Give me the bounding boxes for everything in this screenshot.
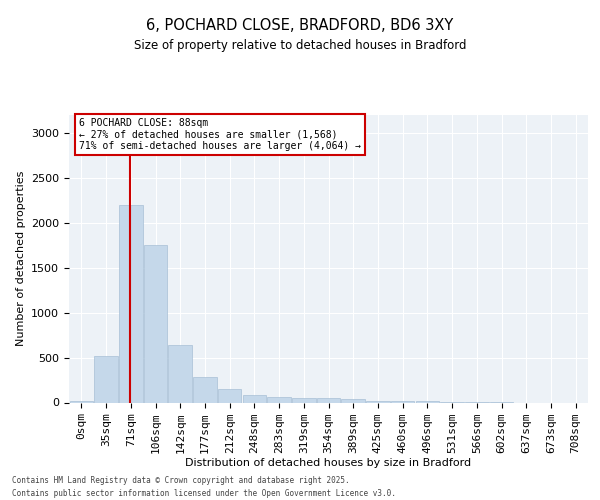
Text: Contains HM Land Registry data © Crown copyright and database right 2025.: Contains HM Land Registry data © Crown c… xyxy=(12,476,350,485)
Text: 6, POCHARD CLOSE, BRADFORD, BD6 3XY: 6, POCHARD CLOSE, BRADFORD, BD6 3XY xyxy=(146,18,454,32)
X-axis label: Distribution of detached houses by size in Bradford: Distribution of detached houses by size … xyxy=(185,458,472,468)
Bar xyxy=(292,398,316,402)
Text: Size of property relative to detached houses in Bradford: Size of property relative to detached ho… xyxy=(134,40,466,52)
Y-axis label: Number of detached properties: Number of detached properties xyxy=(16,171,26,346)
Text: 6 POCHARD CLOSE: 88sqm
← 27% of detached houses are smaller (1,568)
71% of semi-: 6 POCHARD CLOSE: 88sqm ← 27% of detached… xyxy=(79,118,361,151)
Bar xyxy=(193,378,217,402)
Bar xyxy=(416,401,439,402)
Text: Contains public sector information licensed under the Open Government Licence v3: Contains public sector information licen… xyxy=(12,488,396,498)
Bar xyxy=(218,388,241,402)
Bar xyxy=(144,246,167,402)
Bar xyxy=(268,396,291,402)
Bar xyxy=(119,205,143,402)
Bar xyxy=(341,400,365,402)
Bar xyxy=(317,398,340,402)
Bar xyxy=(70,400,93,402)
Bar xyxy=(169,346,192,403)
Bar xyxy=(94,356,118,403)
Bar xyxy=(391,401,415,402)
Bar xyxy=(366,400,389,402)
Bar xyxy=(242,395,266,402)
